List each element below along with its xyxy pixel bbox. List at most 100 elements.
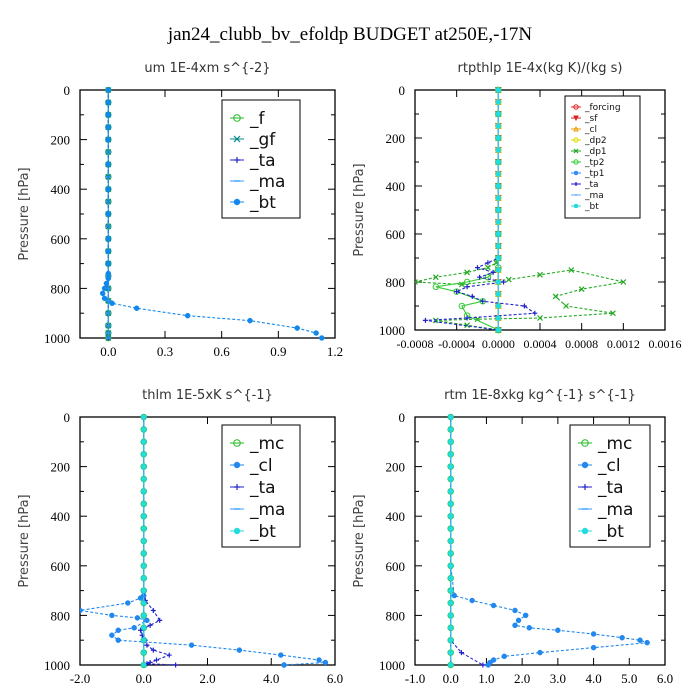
panel-1-series-bt-point: [105, 87, 112, 93]
panel-2-series-bt-point: [495, 171, 502, 177]
panel-1-series-bt-point: [105, 124, 112, 130]
panel-4-y-axis-label: Pressure [hPa]: [352, 494, 367, 587]
panel-1-series-bt-point: [133, 305, 140, 311]
panel-3: thlm 1E-5xK s^{-1} Pressure [hPa] 0 200 400 6…: [17, 388, 343, 686]
panel-3-series-cl-point: [137, 595, 144, 601]
panel-4-series-cl-point: [512, 607, 518, 614]
panel-3-xtick-label: 2.0: [199, 671, 215, 686]
panel-2-series-dp1-point: [415, 279, 418, 285]
panel-4-series-bt-point: [447, 612, 454, 619]
panel-3-ytick-label: 1000: [44, 658, 70, 673]
panel-3-series-ta-point: [173, 662, 179, 668]
panel-3-series-bt-point: [141, 575, 147, 581]
panel-3-series-bt-point: [141, 637, 147, 643]
panel-3-series-bt-point: [141, 439, 147, 445]
panel-2-ytick-label: 600: [386, 227, 406, 242]
panel-1-legend-marker: [233, 198, 241, 206]
panel-2-series-bt-point: [495, 99, 502, 105]
panel-2-xtick-label: 0.0012: [607, 337, 640, 351]
panel-3-series-bt-point: [141, 414, 147, 420]
panel-3-series-ta-point: [147, 660, 153, 666]
panel-2-series-dp1-point: [464, 269, 471, 276]
panel-2-series-bt-point: [495, 279, 502, 285]
panel-2-xtick-label: 0.0000: [482, 337, 515, 351]
panel-1-series-bt-point: [103, 280, 110, 287]
panel-3-ytick-label: 400: [51, 509, 71, 524]
panel-4-series-bt-point: [447, 587, 454, 594]
panel-1-series-bt-point: [99, 290, 106, 297]
panel-4-series-cl-point: [555, 627, 561, 634]
panel-4-series-bt-point: [447, 662, 454, 668]
panel-2-series-ta-line: [425, 90, 537, 331]
panel-3-ytick-label: 600: [51, 559, 71, 574]
panel-2-series-ta-point: [532, 310, 538, 316]
panel-3-series-bt-point: [141, 600, 147, 606]
panel-1-legend: _f_gf_ta_ma_bt: [221, 99, 301, 219]
panel-3-series-cl-point: [109, 632, 115, 638]
panel-3-series-bt-point: [141, 649, 147, 656]
panel-2-series-ta-point: [475, 265, 480, 271]
panel-2-xtick-label: 0.0004: [524, 337, 557, 351]
panel-4-plot-area: [447, 413, 650, 669]
panel-2-series-tp2-point: [479, 297, 486, 305]
panel-1-series-bt-point: [105, 136, 112, 143]
panel-4-legend-label: _cl: [597, 456, 621, 476]
panel-3-series-bt-point: [141, 513, 147, 519]
panel-1-series-bt-point: [313, 330, 319, 336]
panel-3-legend-marker: [233, 439, 241, 447]
panel-3-series-cl-point: [115, 637, 121, 643]
panel-1-series-bt-point: [101, 285, 108, 292]
panel-2-series-ta: [422, 87, 538, 333]
panel-1-legend-label: _ma: [249, 172, 285, 192]
panel-1-xtick-label: 1.2: [327, 344, 343, 359]
panel-2-legend-label: _dp2: [584, 136, 607, 146]
panel-4-legend-label: _ma: [597, 500, 633, 520]
panel-1-legend-marker: [234, 157, 240, 163]
panel-1-xtick-label: 0.9: [270, 344, 286, 359]
panel-4-series-cl-point: [526, 625, 533, 631]
panel-1-series-bt-point: [105, 161, 112, 168]
panel-2-legend: _forcing_sf_cl_dp2_dp1_tp2_tp1_ta_ma_bt: [564, 95, 641, 219]
panel-3-series-cl-point: [80, 607, 83, 614]
panel-4-title: rtm 1E-8xkg kg^{-1} s^{-1}: [444, 388, 636, 403]
panel-1-series-bt-point: [105, 248, 112, 254]
panel-2-series-ta-point: [490, 269, 496, 275]
panel-3-series-ta-point: [157, 617, 163, 623]
panel-3-series-ta-point: [150, 647, 156, 653]
panel-3-legend-label: _ma: [249, 500, 285, 520]
panel-2-legend-label: _ma: [584, 191, 604, 201]
panel-2-legend-marker: [573, 115, 579, 122]
panel-2-ytick-label: 1000: [379, 323, 405, 338]
panel-3-series-bt-point: [141, 463, 147, 470]
panel-2-legend-label: _ta: [584, 180, 599, 190]
panel-4-series-cl-point: [644, 639, 650, 646]
panel-2-series-dp1-point: [568, 267, 575, 273]
panel-4-series-bt-point: [447, 476, 454, 482]
panel-1-series-bt-point: [105, 112, 112, 118]
panel-2-series-dp1-point: [505, 276, 512, 283]
panel-2-legend-label: _tp1: [584, 169, 604, 179]
panel-2-series-ta-point: [485, 260, 491, 266]
panel-3-series-cl-point: [236, 647, 243, 653]
panel-1-legend-label: _bt: [249, 193, 276, 213]
panel-4-xtick-label: -1.0: [405, 671, 426, 686]
panel-4-series-bt-point: [447, 439, 454, 445]
panel-4-series-cl-point: [485, 662, 491, 668]
panel-4-series-cl-point: [515, 617, 522, 624]
panel-1-series-bt-point: [109, 300, 115, 307]
panel-1-xtick-label: 0.6: [214, 344, 231, 359]
panel-2-series-ta-point: [477, 274, 483, 280]
panel-4-series-bt-point: [447, 637, 454, 643]
panel-2-legend-marker: [573, 148, 579, 154]
panel-2-legend-label: _sf: [584, 114, 598, 124]
panel-2-legend-marker: [573, 203, 579, 209]
panel-4-legend-box: [569, 424, 651, 548]
panel-2-legend-marker: [573, 137, 579, 143]
panel-1-plot-area: [99, 86, 325, 342]
panel-2-series-bt-point: [495, 255, 502, 261]
panel-4-series-ta-point: [480, 662, 486, 668]
panel-3-series-cl-line: [80, 417, 326, 666]
panel-2-xtick-label: 0.0008: [565, 337, 598, 351]
panel-3-series-cl-point: [109, 612, 115, 619]
panel-3-ytick-label: 800: [51, 608, 71, 623]
